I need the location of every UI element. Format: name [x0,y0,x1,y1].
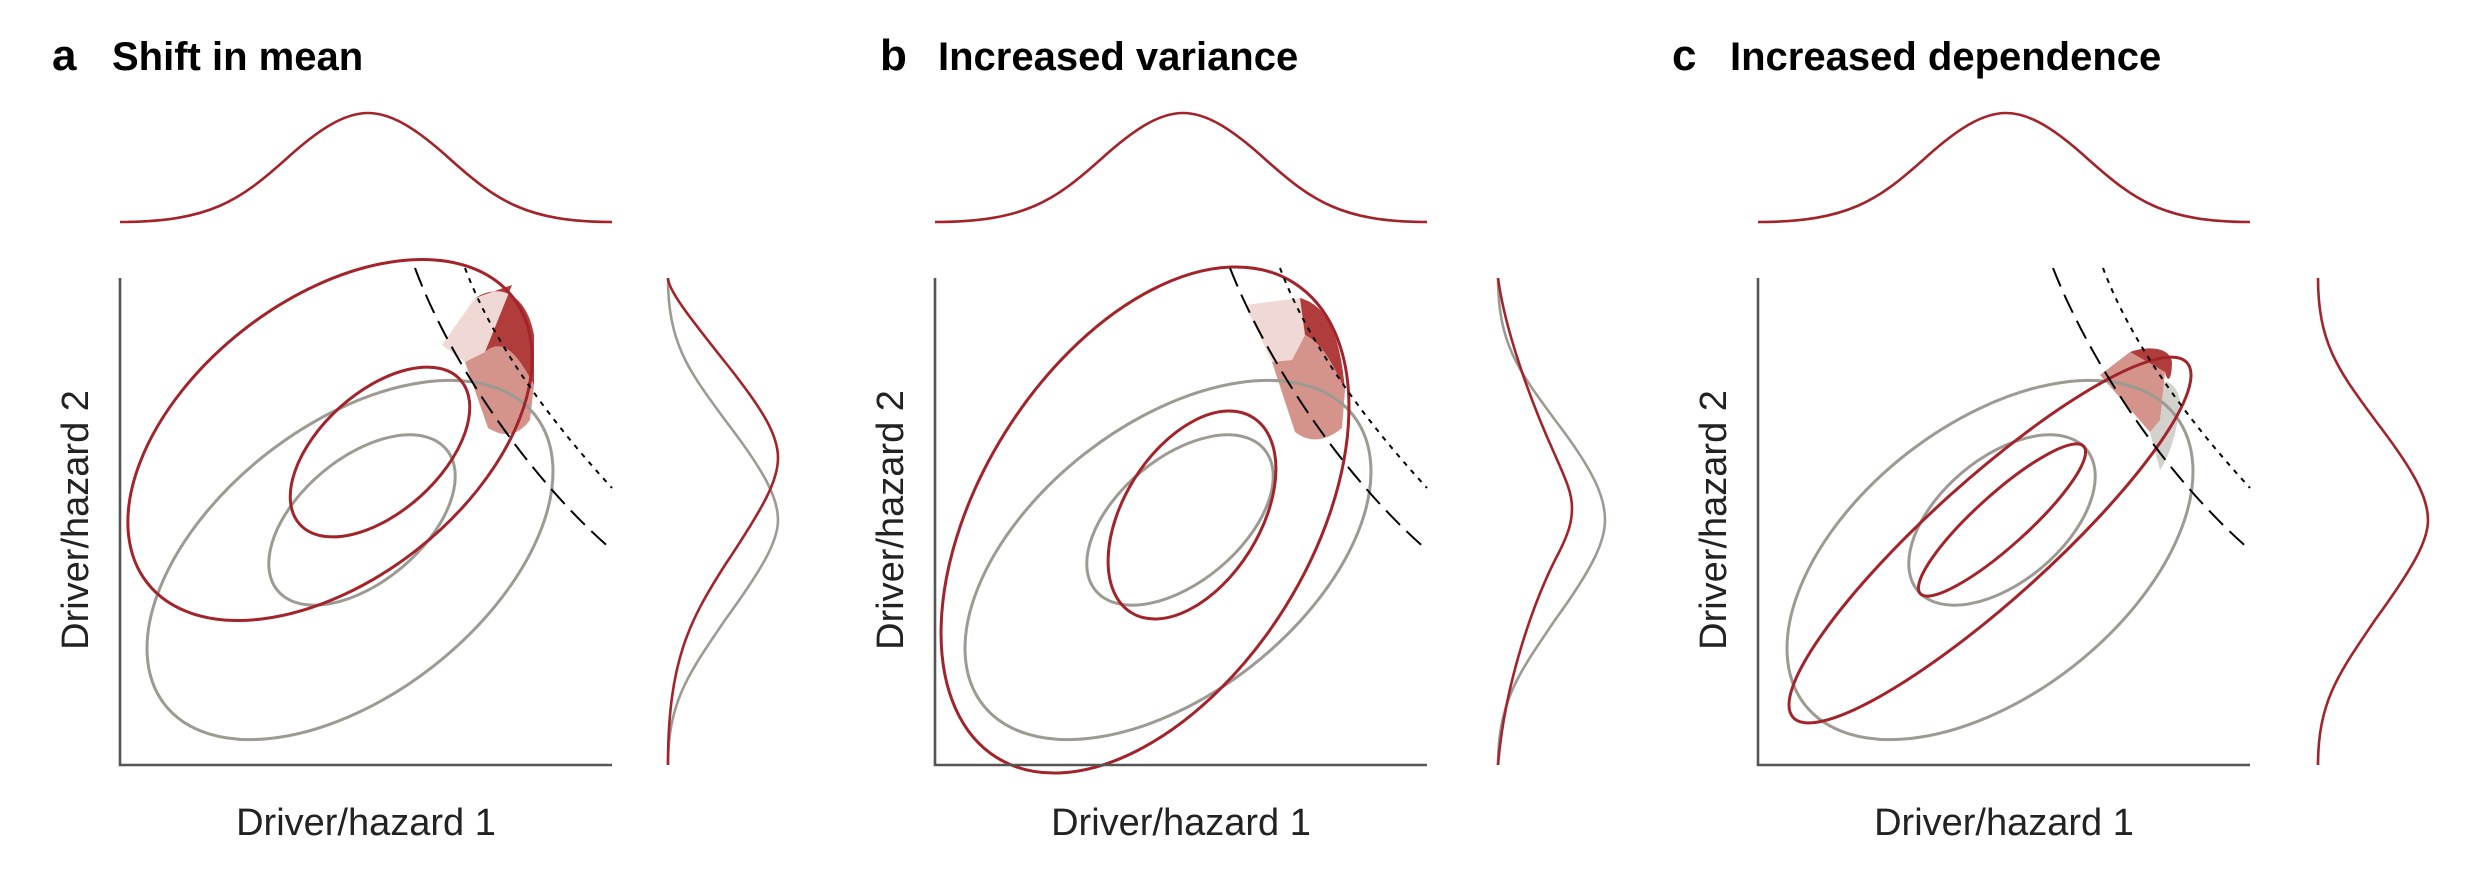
panel-c-axes [1756,278,2250,767]
panel-c: c Increased dependence Driver/hazard 1 D… [1672,31,2430,844]
panel-b-region-light [1245,298,1318,362]
panel-c-contours [1785,355,2195,742]
panel-a-title: Shift in mean [112,35,363,79]
panel-b-contours [939,265,1373,775]
panel-c-reference-inner [1907,433,2097,607]
panel-b-right-marginal-wider [1496,277,1574,766]
panel-b-wider-outer [939,265,1351,775]
panel-a-shifted-inner [288,365,472,539]
panel-a-top-marginal [119,111,613,224]
panel-c-x-label: Driver/hazard 1 [1874,802,2134,844]
panel-b-title: Increased variance [938,35,1298,79]
panel-a-threshold-2 [464,267,613,489]
panel-a-region-light [442,285,512,362]
panel-b-y-label: Driver/hazard 2 [870,390,912,650]
panel-a-axes [118,278,612,767]
panel-c-dependent-outer [1787,355,2193,725]
panel-c-dependent-inner [1916,442,2088,598]
panel-c-reference-outer [1785,378,2195,742]
panel-c-region-dark [2130,348,2172,379]
panel-a-shifted-outer [126,258,534,622]
panel-c-threshold-2 [2102,267,2251,489]
panel-a-threshold-1 [414,267,613,551]
panel-c-y-label: Driver/hazard 2 [1693,390,1735,650]
panel-b-x-label: Driver/hazard 1 [1051,802,1311,844]
panel-c-threshold-1 [2052,267,2251,551]
panel-b-wider-inner [1106,409,1278,621]
panel-a-y-label: Driver/hazard 2 [55,390,97,650]
panel-a-contours [126,258,555,742]
panel-a-region-dark [475,285,534,385]
panel-c-title: Increased dependence [1730,35,2161,79]
panel-b-threshold-1 [1229,267,1428,551]
panel-a-reference-inner [267,433,457,607]
panel-c-letter: c [1672,31,1696,80]
panel-c-region-mid [2100,352,2165,432]
panel-b-axes [933,278,1427,767]
panel-a-right-marginal-shifted [666,277,780,766]
panel-a-letter: a [52,31,77,80]
panel-b-region-dark [1300,298,1345,390]
panel-a: a Shift in mean Driver/hazard 1 Driver/h… [52,31,780,844]
panel-c-right-marginal [2316,277,2430,766]
panel-c-top-marginal [1757,111,2251,224]
panel-a-right-marginal-reference [666,277,780,766]
panel-b-top-marginal [934,111,1428,224]
panel-b-reference-outer [963,378,1373,742]
panel-b-letter: b [880,31,907,80]
panel-a-x-label: Driver/hazard 1 [236,802,496,844]
panel-b: b Increased variance Driver/hazard 1 Dri… [870,31,1607,844]
panel-b-threshold-2 [1279,267,1428,489]
panel-a-reference-outer [145,378,555,742]
